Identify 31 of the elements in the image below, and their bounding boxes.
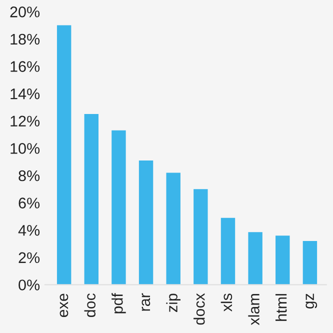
- y-tick-label: 0%: [18, 280, 40, 290]
- y-tick-label: 4%: [18, 225, 40, 236]
- bar: [194, 189, 208, 285]
- x-tick-label: pdf: [112, 293, 126, 314]
- y-tick-label: 8%: [18, 170, 40, 182]
- x-tick-label: gz: [306, 294, 318, 309]
- y-tick-label: 20%: [10, 6, 40, 18]
- y-tick-label: 2%: [18, 252, 40, 264]
- x-tick-label: rar: [142, 293, 150, 311]
- x-tick-label: xls: [220, 294, 232, 312]
- y-tick-label: 10%: [10, 143, 40, 154]
- x-tick-label: docx: [194, 293, 205, 325]
- bar: [166, 172, 180, 285]
- y-tick-label: 18%: [10, 34, 40, 45]
- bar: [302, 241, 318, 285]
- bar: [56, 25, 72, 285]
- y-tick-label: 6%: [18, 198, 40, 208]
- bar: [138, 160, 154, 285]
- y-tick-label: 12%: [10, 116, 40, 127]
- x-tick-label: xlam: [248, 294, 260, 326]
- y-tick-label: 16%: [10, 61, 40, 72]
- x-tick-label: html: [276, 294, 287, 321]
- bar: [220, 218, 236, 285]
- bar: [112, 130, 126, 285]
- bar: [248, 232, 262, 285]
- x-tick-label: exe: [60, 294, 68, 318]
- y-tick-label: 14%: [10, 88, 40, 100]
- bar: [84, 114, 98, 285]
- x-tick-label: doc: [84, 293, 96, 318]
- bar: [276, 236, 290, 285]
- x-tick-label: zip: [166, 294, 180, 312]
